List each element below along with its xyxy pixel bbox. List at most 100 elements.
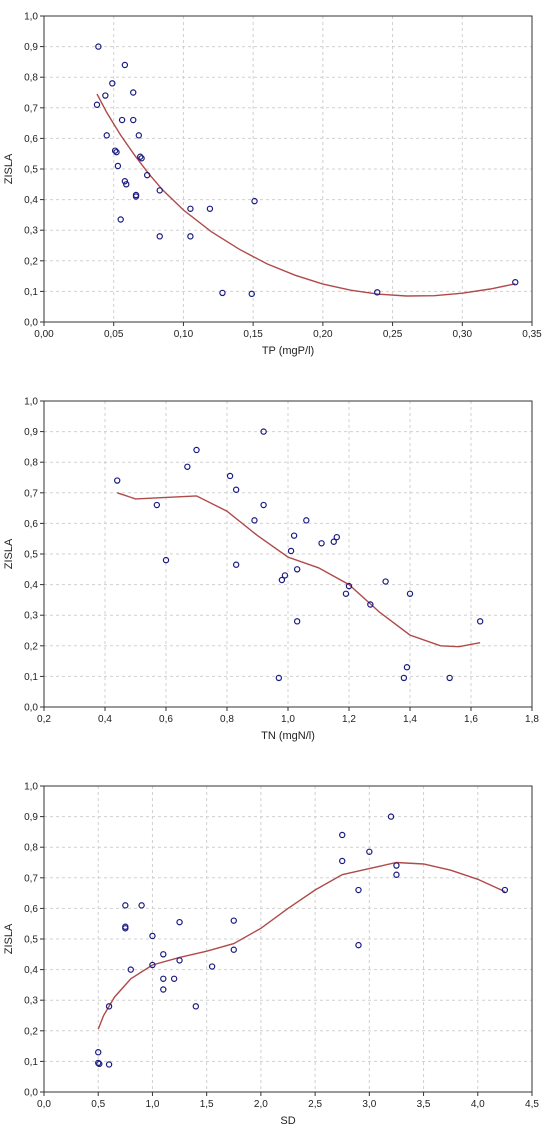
plot-area xyxy=(44,786,532,1092)
x-tick-label: 2,5 xyxy=(308,1099,322,1110)
data-point xyxy=(345,582,353,590)
data-point xyxy=(93,101,101,108)
x-tick-label: 3,0 xyxy=(362,1099,376,1110)
data-point xyxy=(374,289,381,296)
data-point xyxy=(219,289,226,297)
x-tick-label: 1,5 xyxy=(200,1099,214,1110)
data-point xyxy=(113,148,120,156)
y-tick-label: 0,4 xyxy=(24,195,38,206)
x-tick-label: 4,5 xyxy=(525,1099,539,1110)
y-tick-label: 1,0 xyxy=(24,782,38,793)
x-tick-label: 0,15 xyxy=(243,329,263,340)
y-tick-label: 0,1 xyxy=(24,672,38,683)
y-tick-label: 0,1 xyxy=(24,1057,38,1068)
data-point xyxy=(105,1061,113,1068)
data-point xyxy=(393,871,400,878)
y-tick-label: 0,5 xyxy=(24,935,38,946)
x-tick-label: 0,05 xyxy=(104,329,124,340)
x-tick-label: 0,10 xyxy=(174,329,194,340)
data-point xyxy=(130,89,137,96)
y-tick-label: 0,4 xyxy=(24,580,38,591)
data-point xyxy=(123,181,130,188)
data-point xyxy=(366,848,373,855)
data-point xyxy=(206,205,214,212)
x-tick-label: 0,5 xyxy=(91,1099,105,1110)
data-point xyxy=(95,1049,102,1056)
y-tick-label: 0,9 xyxy=(24,812,38,823)
x-tick-label: 1,0 xyxy=(145,1099,159,1110)
data-point xyxy=(251,197,258,205)
data-point xyxy=(278,576,286,584)
fit-curve xyxy=(97,861,506,1030)
data-point xyxy=(192,1003,200,1010)
data-point xyxy=(406,590,414,597)
data-point xyxy=(111,147,119,154)
data-point xyxy=(135,132,143,139)
data-point xyxy=(230,917,237,924)
data-point xyxy=(260,428,267,435)
y-tick-label: 0,3 xyxy=(24,226,38,237)
data-point xyxy=(318,540,325,547)
chart-svg-sd: 0,0 0,5 1,0 1,5 2,0 2,5 3,0 3,5 4,0 4,5 0,0 0,1 0,2 0… xyxy=(3,782,539,1128)
data-point xyxy=(149,961,156,969)
data-point xyxy=(400,674,408,682)
y-axis-title: ZISLA xyxy=(3,538,15,569)
y-axis-title: ZISLA xyxy=(3,923,15,954)
data-point xyxy=(118,116,126,124)
y-tick-label: 0,7 xyxy=(24,873,38,884)
data-point xyxy=(95,43,102,50)
data-point xyxy=(114,162,122,170)
x-axis-title: TP (mgP/l) xyxy=(262,345,314,357)
data-point xyxy=(303,517,310,524)
data-point xyxy=(130,116,137,124)
data-point xyxy=(367,601,374,608)
x-tick-label: 0,2 xyxy=(37,714,51,725)
x-tick-label: 0,8 xyxy=(220,714,234,725)
y-tick-label: 0,6 xyxy=(24,904,38,915)
data-point xyxy=(156,187,163,194)
x-tick-label: 0,25 xyxy=(383,329,403,340)
x-tick-label: 1,8 xyxy=(525,714,539,725)
data-point xyxy=(230,946,237,953)
x-tick-label: 0,0 xyxy=(37,1099,51,1110)
data-point xyxy=(149,932,156,940)
data-point xyxy=(143,171,151,179)
data-point xyxy=(476,618,484,625)
data-point xyxy=(339,857,346,865)
data-point xyxy=(184,463,191,470)
y-tick-label: 0,1 xyxy=(24,287,38,298)
x-tick-label: 4,0 xyxy=(471,1099,485,1110)
data-point xyxy=(287,547,295,555)
y-tick-label: 0,5 xyxy=(24,550,38,561)
x-tick-label: 0,00 xyxy=(34,329,54,340)
x-tick-label: 1,4 xyxy=(403,714,417,725)
scatter-chart-sd: 0,0 0,5 1,0 1,5 2,0 2,5 3,0 3,5 4,0 4,5 0,0 0,1 0,2 0… xyxy=(0,770,550,1140)
data-point xyxy=(403,664,411,671)
data-point xyxy=(512,279,519,286)
data-point xyxy=(127,966,134,973)
y-tick-label: 0,7 xyxy=(24,103,38,114)
data-point xyxy=(193,446,200,454)
data-point xyxy=(251,517,258,524)
y-tick-label: 0,5 xyxy=(24,165,38,176)
x-tick-label: 1,2 xyxy=(342,714,356,725)
x-tick-label: 0,30 xyxy=(453,329,473,340)
x-tick-label: 0,6 xyxy=(159,714,173,725)
y-tick-label: 0,6 xyxy=(24,134,38,145)
data-point xyxy=(160,951,167,958)
fit-curve xyxy=(96,93,516,297)
x-tick-label: 1,6 xyxy=(464,714,478,725)
data-point xyxy=(160,975,167,982)
x-tick-label: 0,20 xyxy=(313,329,333,340)
data-point xyxy=(122,925,129,932)
y-tick-label: 0,2 xyxy=(24,256,38,267)
data-point xyxy=(170,975,178,982)
data-point xyxy=(103,132,110,139)
data-point xyxy=(95,1059,102,1067)
data-point xyxy=(446,674,453,682)
data-point xyxy=(290,532,298,539)
x-tick-label: 3,5 xyxy=(417,1099,431,1110)
data-point xyxy=(109,80,116,87)
data-point xyxy=(501,886,509,894)
y-tick-label: 0,3 xyxy=(24,611,38,622)
